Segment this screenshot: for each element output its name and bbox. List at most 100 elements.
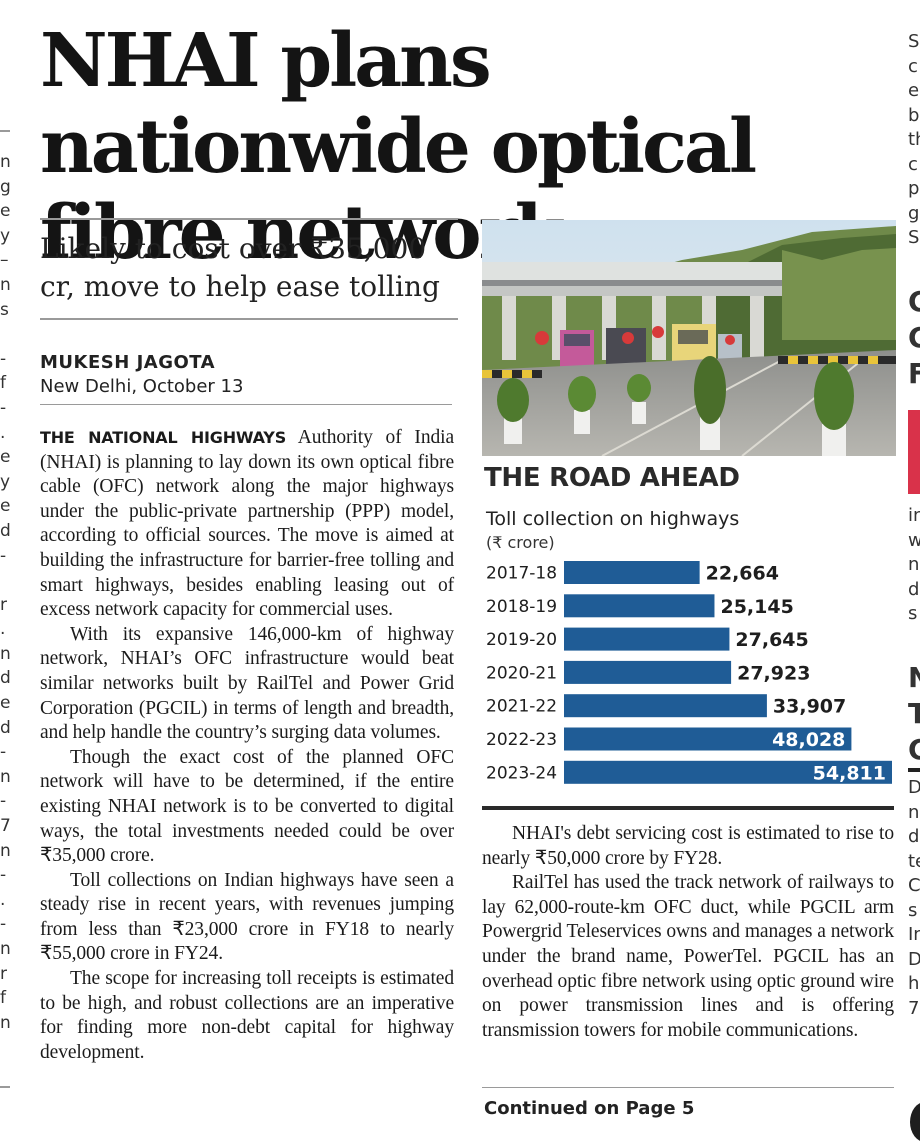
fragment-text: s <box>0 299 9 320</box>
value-label: 48,028 <box>772 729 845 751</box>
fragment-text: n <box>0 840 10 861</box>
category-label: 2022-23 <box>486 730 557 750</box>
bar <box>564 594 715 618</box>
fragment-text: g <box>0 176 10 197</box>
category-label: 2021-22 <box>486 697 557 717</box>
value-label: 22,664 <box>706 563 779 585</box>
fragment-text: th <box>908 129 920 150</box>
article-body-col1: THE NATIONAL HIGHWAYS Authority of India… <box>40 426 454 1065</box>
fragment-text: C <box>908 285 920 318</box>
right-circle-fragment <box>910 1102 920 1142</box>
fragment-text: C <box>908 733 920 766</box>
fragment-text: S <box>908 31 920 52</box>
fragment-text: n <box>0 1012 10 1033</box>
fragment-text: F <box>908 357 920 390</box>
article-body-col2: NHAI's debt servicing cost is estimated … <box>482 822 894 1043</box>
fragment-text: d <box>0 717 10 738</box>
fragment-text: - <box>0 914 7 935</box>
fragment-text: - <box>0 865 7 886</box>
fragment-text: p <box>908 178 920 199</box>
continued-link[interactable]: Continued on Page 5 <box>484 1098 695 1119</box>
fragment-text: D <box>908 948 920 970</box>
bar <box>564 760 892 784</box>
fragment-text: . <box>0 889 6 910</box>
byline-place: New Delhi, October 13 <box>40 376 244 397</box>
fragment-text: – <box>0 250 9 271</box>
fragment-text: e <box>0 693 10 714</box>
value-label: 27,923 <box>737 662 810 684</box>
chart-title: THE ROAD AHEAD <box>484 463 740 493</box>
chart-unit: (₹ crore) <box>486 533 555 552</box>
fragment-text: e <box>908 80 920 101</box>
fragment-text: s <box>908 603 918 624</box>
byline-name: MUKESH JAGOTA <box>40 352 216 373</box>
fragment-text: - <box>0 742 7 763</box>
fragment-text: d <box>908 578 920 600</box>
paragraph: Toll collections on Indian highways have… <box>40 869 454 965</box>
toll-collection-bar-chart: 2017-18 22,664 2018-19 25,145 2019-20 27,645 2… <box>486 561 892 784</box>
right-red-image-fragment <box>908 410 920 494</box>
left-margin-rule <box>0 130 10 132</box>
paragraph: RailTel has used the track network of ra… <box>482 872 894 1041</box>
fragment-text: h <box>908 973 920 994</box>
toll-plaza-illustration <box>482 220 896 456</box>
paragraph: With its expansive 146,000-km of highway… <box>40 623 454 744</box>
right-column-fragment-bottom: Dnd te Cs In Dh 7 <box>908 776 920 1021</box>
paragraph: The scope for increasing toll receipts i… <box>40 968 454 1063</box>
fragment-text: 7 <box>908 997 920 1019</box>
fragment-text: - <box>0 397 7 418</box>
lead-caps: THE NATIONAL HIGHWAYS <box>40 428 287 447</box>
fragment-text: y <box>0 471 10 492</box>
chart-subtitle: Toll collection on highways <box>486 508 740 530</box>
bar <box>564 694 767 718</box>
fragment-text: T <box>908 697 920 730</box>
fragment-text: C <box>908 321 920 354</box>
fragment-text: . <box>0 619 6 640</box>
fragment-text: n <box>0 274 10 295</box>
fragment-text: n <box>908 801 920 823</box>
fragment-text: n <box>0 766 10 787</box>
fragment-text: 7 <box>0 816 10 837</box>
paragraph: NHAI's debt servicing cost is estimated … <box>482 823 894 869</box>
headline: NHAI plans nationwide optical fibre netw… <box>40 18 757 276</box>
fragment-text <box>0 322 10 347</box>
fragment-text: In <box>908 924 920 945</box>
fragment-text: g <box>908 202 920 224</box>
value-label: 27,645 <box>735 629 808 651</box>
fragment-text: e <box>0 447 10 468</box>
category-label: 2023-24 <box>486 763 557 783</box>
paragraph-text: Authority of India (NHAI) is planning to… <box>40 427 454 621</box>
chart-bottom-rule <box>482 806 894 810</box>
fragment-text: y <box>0 225 10 246</box>
value-label: 33,907 <box>773 696 846 718</box>
fragment-text: - <box>0 791 7 812</box>
fragment-text: d <box>908 826 920 847</box>
fragment-text: c <box>908 55 918 77</box>
fragment-text: n <box>908 554 920 575</box>
category-label: 2019-20 <box>486 630 557 650</box>
paragraph: THE NATIONAL HIGHWAYS Authority of India… <box>40 426 454 623</box>
fragment-text: S <box>908 227 920 248</box>
bar <box>564 627 730 651</box>
fragment-text: r <box>0 963 7 984</box>
left-margin-rule-bottom <box>0 1086 10 1088</box>
byline-bottom-rule <box>40 404 452 405</box>
category-label: 2018-19 <box>486 597 557 617</box>
fragment-text: n <box>0 939 10 959</box>
fragment-text: C <box>908 875 920 896</box>
fragment-text: - <box>0 545 7 566</box>
toll-plaza-photo <box>482 220 896 456</box>
fragment-text: r <box>0 594 7 615</box>
bar <box>564 660 732 684</box>
fragment-text: f <box>0 373 6 394</box>
right-column-fragment-mid: in w n d s <box>908 504 920 627</box>
category-label: 2017-18 <box>486 564 557 584</box>
right-column-fragment-top: ScebthcpgS <box>908 30 920 251</box>
fragment-text: D <box>908 777 920 798</box>
fragment-text <box>0 568 10 593</box>
fragment-text: d <box>0 520 10 541</box>
paragraph: Though the exact cost of the planned OFC… <box>40 746 454 867</box>
